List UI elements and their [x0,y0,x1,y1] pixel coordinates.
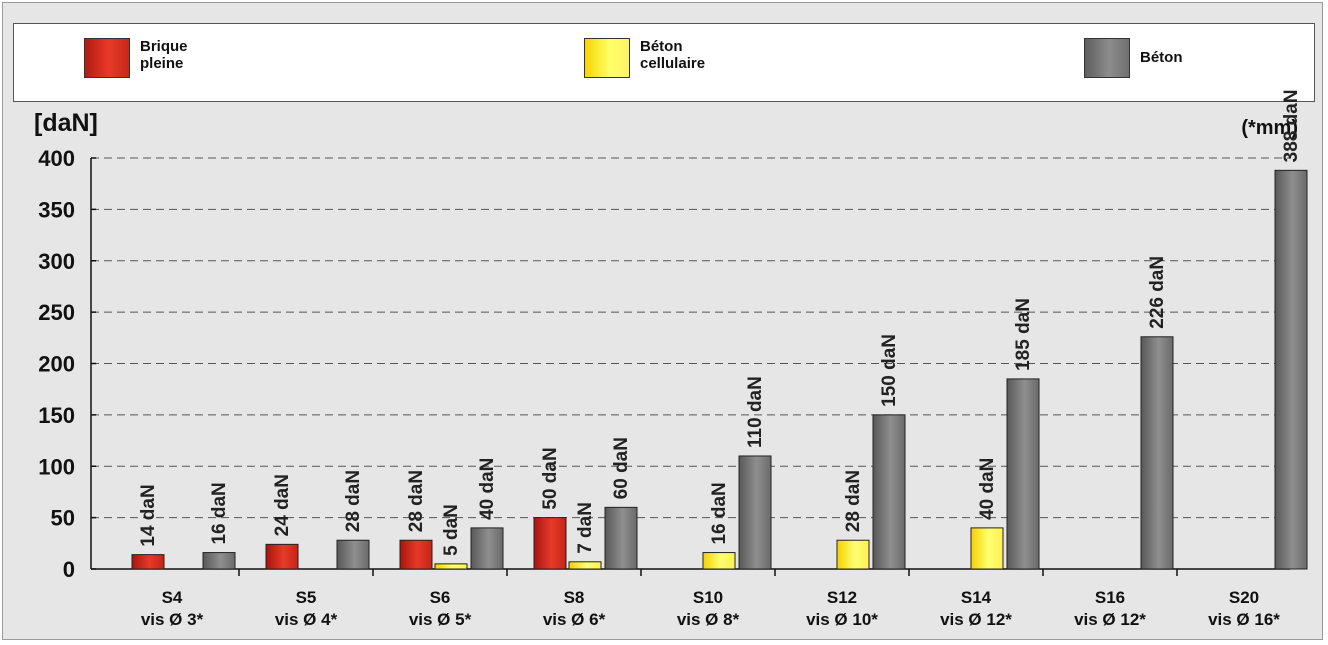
data-label: 185 daN [1013,298,1034,371]
data-label: 16 daN [209,482,230,544]
data-label: 28 daN [343,470,364,532]
x-tick-label: S14 [961,588,992,607]
bar [1140,336,1174,570]
x-tick-label: S6 [430,588,451,607]
bar [604,506,638,570]
y-tick-label: 250 [38,300,75,325]
bar [399,539,433,570]
bar [336,539,370,570]
legend-swatch-brique-pleine [84,38,130,78]
y-tick-label: 50 [51,506,75,531]
bar [470,527,504,570]
legend-item-beton: Béton [1084,38,1183,78]
x-tick-sublabel: vis Ø 16* [1208,610,1280,629]
bar [533,517,567,570]
bar [265,543,299,570]
y-axis-unit: [daN] [34,109,98,137]
legend-label-beton: Béton [1140,49,1183,66]
data-label: 50 daN [540,447,561,509]
data-label: 28 daN [406,470,427,532]
x-tick-sublabel: vis Ø 10* [806,610,878,629]
data-label: 226 daN [1147,256,1168,329]
data-label: 7 daN [575,502,596,554]
y-tick-label: 200 [38,352,75,377]
data-label: 14 daN [138,484,159,546]
data-label: 110 daN [745,376,766,448]
bar [738,455,772,570]
data-label: 150 daN [879,334,900,407]
y-tick-label: 300 [38,249,75,274]
x-tick-label: S10 [693,588,723,607]
legend-swatch-beton [1084,38,1130,78]
y-tick-label: 400 [38,146,75,171]
x-tick-sublabel: vis Ø 8* [677,610,740,629]
x-tick-label: S5 [296,588,317,607]
data-label: 24 daN [272,474,293,536]
x-tick-label: S20 [1229,588,1259,607]
x-axis-unit: (*mm) [1241,117,1298,139]
data-label: 40 daN [477,458,498,520]
data-label: 28 daN [843,470,864,532]
x-tick-sublabel: vis Ø 3* [141,610,204,629]
legend-swatch-beton-cellulaire [584,38,630,78]
bar [872,414,906,570]
legend-item-beton-cellulaire: Béton cellulaire [584,38,705,78]
bar [836,539,870,570]
legend-item-brique-pleine: Brique pleine [84,38,188,78]
x-tick-sublabel: vis Ø 6* [543,610,606,629]
bar [702,552,736,570]
data-label: 60 daN [611,437,632,499]
legend: Brique pleine Béton cellulaire Béton [13,23,1315,102]
legend-label-brique-pleine: Brique pleine [140,38,188,72]
x-tick-label: S12 [827,588,857,607]
bar [970,527,1004,570]
bar [1274,169,1308,570]
x-tick-sublabel: vis Ø 5* [409,610,472,629]
data-label: 16 daN [709,482,730,544]
bar [202,552,236,570]
data-label: 5 daN [441,504,462,556]
x-tick-label: S8 [564,588,585,607]
y-tick-label: 150 [38,403,75,428]
x-tick-label: S16 [1095,588,1125,607]
data-label: 40 daN [977,458,998,520]
data-label: 388 daN [1281,89,1302,162]
bar [434,563,468,570]
x-tick-sublabel: vis Ø 12* [1074,610,1146,629]
legend-label-beton-cellulaire: Béton cellulaire [640,38,706,72]
x-tick-label: S4 [162,588,183,607]
y-tick-label: 350 [38,197,75,222]
x-tick-sublabel: vis Ø 4* [275,610,338,629]
y-tick-label: 0 [63,557,75,582]
bar [131,554,165,570]
bar [1006,378,1040,570]
bar [568,561,602,570]
y-tick-label: 100 [38,454,75,479]
x-tick-sublabel: vis Ø 12* [940,610,1012,629]
